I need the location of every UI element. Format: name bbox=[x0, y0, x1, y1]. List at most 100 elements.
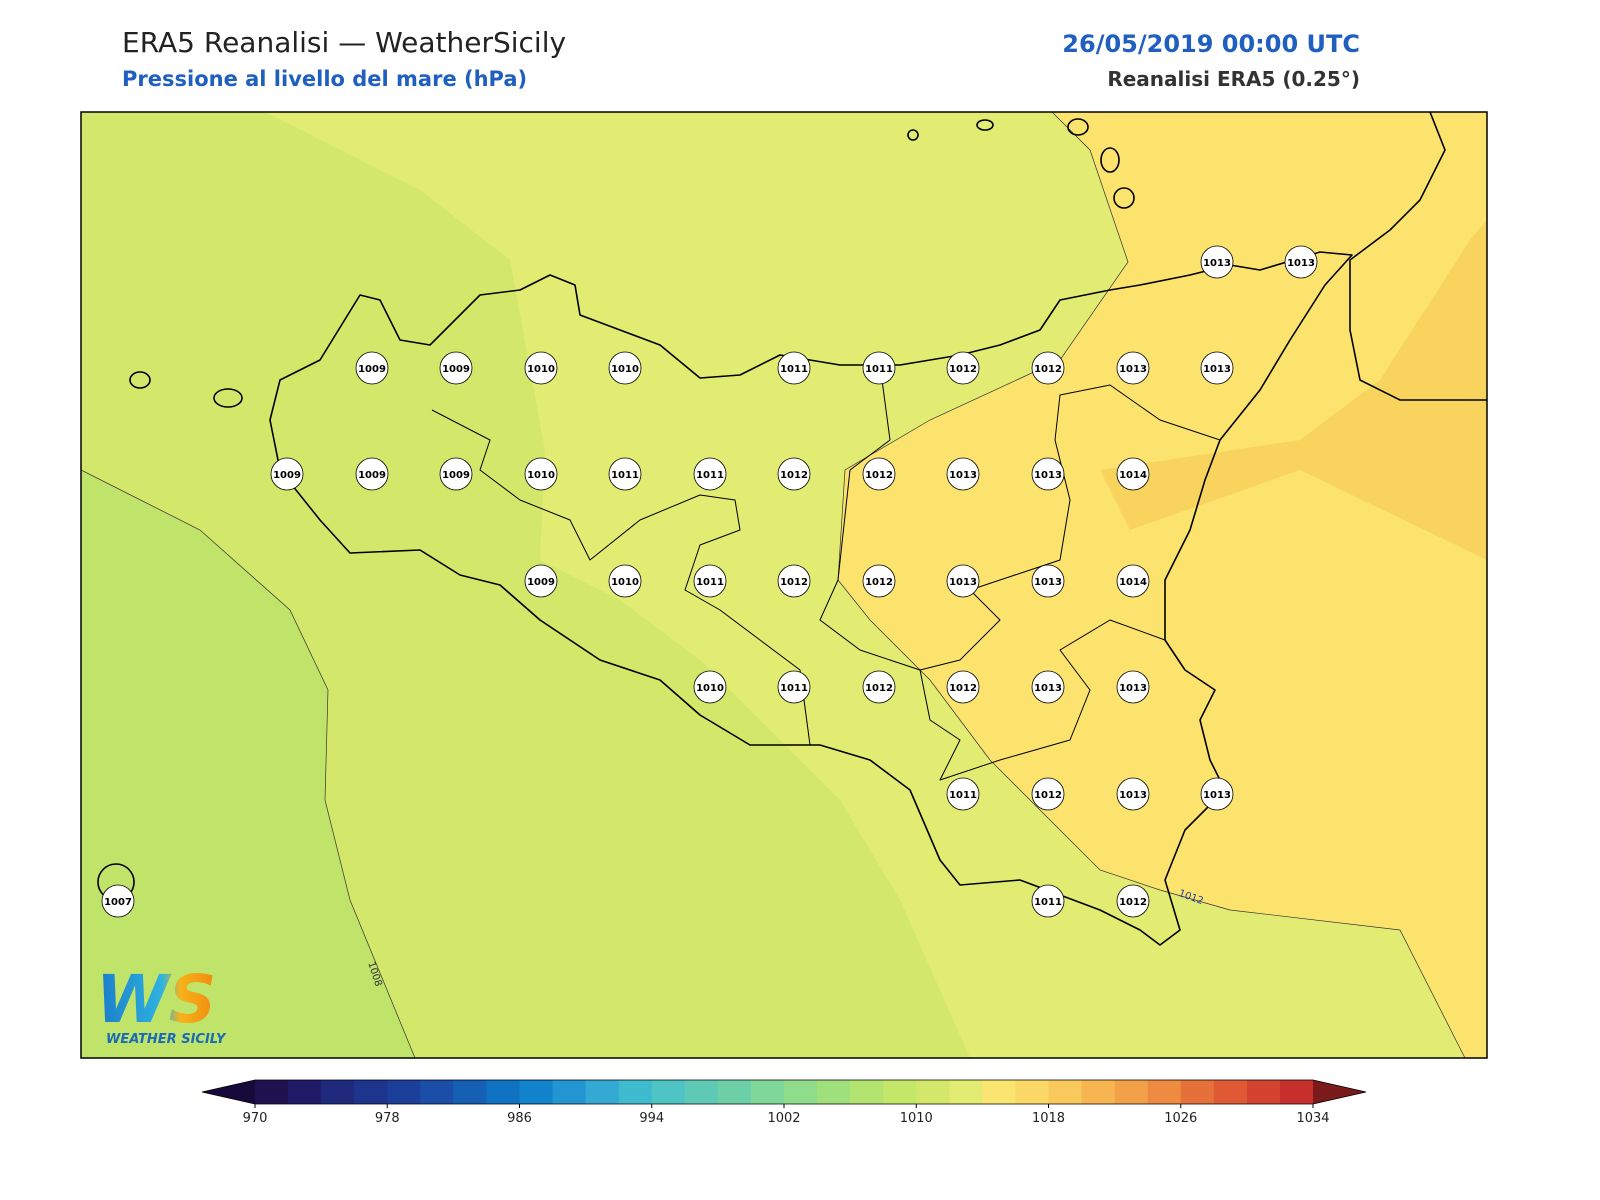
station-value: 1011 bbox=[1034, 897, 1062, 908]
station: 1012 bbox=[946, 351, 980, 385]
station-marker bbox=[693, 457, 727, 491]
station-value: 1014 bbox=[1119, 470, 1147, 481]
colorbar-extend-low bbox=[202, 1080, 255, 1104]
station: 1012 bbox=[1031, 351, 1065, 385]
station: 1013 bbox=[1031, 564, 1065, 598]
station: 1011 bbox=[777, 670, 811, 704]
colorbar-tick-label: 994 bbox=[639, 1111, 664, 1126]
colorbar-bin bbox=[982, 1080, 1016, 1104]
station: 1011 bbox=[608, 457, 642, 491]
station: 1013 bbox=[946, 457, 980, 491]
station: 1007 bbox=[101, 884, 135, 918]
colorbar-tick-label: 986 bbox=[507, 1111, 532, 1126]
station-value: 1012 bbox=[865, 683, 893, 694]
colorbar-bin bbox=[817, 1080, 851, 1104]
station-value: 1013 bbox=[949, 470, 977, 481]
station-value: 1012 bbox=[949, 364, 977, 375]
station-marker bbox=[608, 351, 642, 385]
station: 1009 bbox=[355, 457, 389, 491]
station: 1011 bbox=[693, 564, 727, 598]
station-marker bbox=[101, 884, 135, 918]
station-value: 1013 bbox=[1287, 258, 1315, 269]
colorbar-extend-high bbox=[1313, 1080, 1366, 1104]
station-marker bbox=[270, 457, 304, 491]
station-value: 1013 bbox=[1203, 258, 1231, 269]
colorbar-bin bbox=[949, 1080, 983, 1104]
colorbar-bin bbox=[1081, 1080, 1116, 1104]
station: 1011 bbox=[1031, 884, 1065, 918]
colorbar-bin bbox=[784, 1080, 818, 1104]
station-marker bbox=[608, 564, 642, 598]
colorbar-bin bbox=[1279, 1080, 1314, 1104]
station-value: 1013 bbox=[1203, 790, 1231, 801]
colorbar-bin bbox=[1213, 1080, 1248, 1104]
station-value: 1012 bbox=[1034, 790, 1062, 801]
station: 1013 bbox=[1116, 777, 1150, 811]
colorbar-tick-label: 1010 bbox=[900, 1111, 933, 1126]
station: 1009 bbox=[439, 351, 473, 385]
station-marker bbox=[1116, 457, 1150, 491]
colorbar-bin bbox=[651, 1080, 686, 1104]
station-marker bbox=[355, 457, 389, 491]
station-value: 1012 bbox=[865, 577, 893, 588]
station-marker bbox=[1031, 777, 1065, 811]
station-value: 1013 bbox=[1119, 683, 1147, 694]
station-marker bbox=[777, 670, 811, 704]
station-marker bbox=[777, 457, 811, 491]
station-marker bbox=[1116, 351, 1150, 385]
logo-mark: WS bbox=[96, 961, 216, 1038]
station-marker bbox=[1031, 351, 1065, 385]
colorbar-bin bbox=[1048, 1080, 1083, 1104]
island bbox=[1067, 118, 1089, 136]
station: 1012 bbox=[862, 564, 896, 598]
station: 1012 bbox=[777, 564, 811, 598]
station: 1013 bbox=[1031, 457, 1065, 491]
station: 1009 bbox=[270, 457, 304, 491]
station: 1011 bbox=[693, 457, 727, 491]
station-value: 1014 bbox=[1119, 577, 1147, 588]
station: 1012 bbox=[777, 457, 811, 491]
colorbar-bin bbox=[750, 1080, 785, 1104]
calabria-coast bbox=[1349, 112, 1487, 401]
station: 1011 bbox=[862, 351, 896, 385]
station-marker bbox=[1031, 884, 1065, 918]
island bbox=[1100, 147, 1120, 173]
map-frame bbox=[80, 111, 1488, 1059]
station-value: 1013 bbox=[1203, 364, 1231, 375]
station-value: 1012 bbox=[865, 470, 893, 481]
station-marker bbox=[1200, 245, 1234, 279]
station-marker bbox=[946, 351, 980, 385]
station: 1011 bbox=[777, 351, 811, 385]
station-value: 1012 bbox=[780, 577, 808, 588]
station-marker bbox=[1116, 564, 1150, 598]
colorbar-tick-label: 978 bbox=[375, 1111, 400, 1126]
colorbar-tick-label: 1002 bbox=[767, 1111, 800, 1126]
station-marker bbox=[862, 457, 896, 491]
station-value: 1009 bbox=[358, 470, 386, 481]
station: 1012 bbox=[1116, 884, 1150, 918]
station-marker bbox=[777, 351, 811, 385]
field-1006 bbox=[81, 470, 415, 1058]
station-value: 1011 bbox=[949, 790, 977, 801]
station-marker bbox=[693, 670, 727, 704]
station: 1013 bbox=[1200, 351, 1234, 385]
colorbar-bin bbox=[850, 1080, 884, 1104]
colorbar-bin bbox=[354, 1080, 388, 1104]
colorbar-tick-label: 1034 bbox=[1296, 1111, 1329, 1126]
colorbar-bin bbox=[255, 1080, 289, 1104]
station-marker bbox=[439, 351, 473, 385]
station-value: 1013 bbox=[1034, 470, 1062, 481]
colorbar-bin bbox=[1246, 1080, 1281, 1104]
colorbar-bin bbox=[1180, 1080, 1215, 1104]
station-value: 1010 bbox=[527, 364, 555, 375]
station-marker bbox=[862, 564, 896, 598]
station: 1013 bbox=[1200, 777, 1234, 811]
logo-text: WEATHER SICILY bbox=[106, 1032, 227, 1047]
colorbar-bin bbox=[585, 1080, 620, 1104]
subtitle: Pressione al livello del mare (hPa) bbox=[122, 67, 527, 91]
colorbar-bin bbox=[552, 1080, 587, 1104]
station-marker bbox=[524, 457, 558, 491]
colorbar-bin bbox=[916, 1080, 950, 1104]
station-value: 1012 bbox=[1034, 364, 1062, 375]
